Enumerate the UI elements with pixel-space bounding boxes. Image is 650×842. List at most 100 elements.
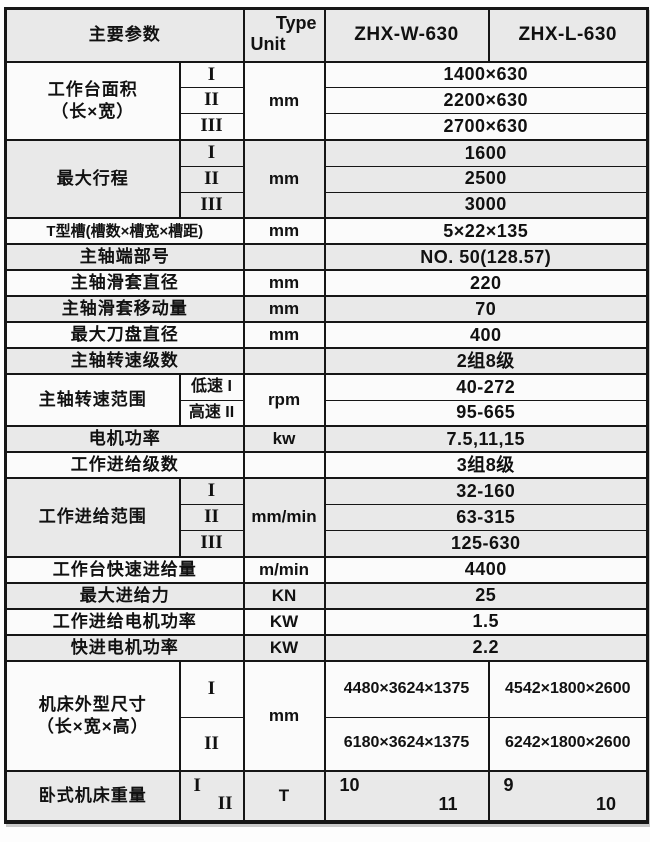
unit-cell bbox=[242, 243, 326, 271]
value-cell: 95-665 bbox=[323, 399, 649, 427]
speed-range-label-cell: 高速 II bbox=[178, 399, 245, 427]
value-cell: 2200×630 bbox=[323, 87, 649, 115]
param-label-cell: 主轴滑套直径 bbox=[4, 269, 245, 297]
param-label-cell: T型槽(槽数×槽宽×槽距) bbox=[4, 217, 245, 245]
param-label-cell: 工作进给电机功率 bbox=[4, 607, 245, 636]
param-label-cell: 机床外型尺寸 （长×宽×高） bbox=[4, 659, 181, 772]
param-label-line: （长×宽×高） bbox=[36, 716, 149, 736]
value-cell: 63-315 bbox=[323, 503, 649, 531]
param-label-cell: 主轴端部号 bbox=[4, 243, 245, 271]
unit-cell: rpm bbox=[242, 373, 326, 427]
param-label-cell: 工作台快速进给量 bbox=[4, 555, 245, 584]
param-label-cell: 最大进给力 bbox=[4, 581, 245, 610]
param-label-line: 主轴转速范围 bbox=[38, 390, 147, 410]
table-row-spindle-nose: 主轴端部号 NO. 50(128.57) bbox=[4, 243, 649, 271]
diagonal-bottom-value: Unit bbox=[250, 34, 286, 55]
value-cell: 40-272 bbox=[323, 373, 649, 401]
value-cell: 2500 bbox=[323, 165, 649, 193]
value-cell: 1.5 bbox=[323, 607, 649, 636]
table-row-max-feed-force: 最大进给力 KN 25 bbox=[4, 581, 649, 610]
unit-cell bbox=[242, 451, 326, 479]
param-label-cell: 卧式机床重量 bbox=[4, 769, 181, 823]
value-cell: 32-160 bbox=[323, 477, 649, 505]
value-cell: 5×22×135 bbox=[323, 217, 649, 245]
unit-cell: mm bbox=[242, 659, 326, 772]
value-cell: NO. 50(128.57) bbox=[323, 243, 649, 271]
value-cell: 2700×630 bbox=[323, 113, 649, 141]
diagonal-top-value: 10 bbox=[339, 774, 360, 795]
row-index-cell: III bbox=[178, 113, 245, 141]
unit-cell: mm bbox=[242, 269, 326, 297]
table-row-motor-power: 电机功率 kw 7.5,11,15 bbox=[4, 425, 649, 453]
param-label-cell: 工作进给范围 bbox=[4, 477, 181, 558]
diagonal-bottom-value: 10 bbox=[595, 794, 616, 815]
table-row-spindle-speed-steps: 主轴转速级数 2组8级 bbox=[4, 347, 649, 375]
param-label-cell: 最大行程 bbox=[4, 138, 181, 219]
row-index-cell: I bbox=[178, 60, 245, 89]
table-row: III 2700×630 bbox=[6, 113, 649, 141]
table-row-horizontal-machine-weight: 卧式机床重量 I II T 10 11 9 10 bbox=[4, 769, 649, 823]
table-row-sleeve-diameter: 主轴滑套直径 mm 220 bbox=[4, 269, 649, 297]
table-row: III 3000 bbox=[6, 191, 649, 219]
model-header-cell: ZHX-L-630 bbox=[487, 7, 649, 62]
value-cell: 2组8级 bbox=[323, 347, 649, 375]
param-label-cell: 主轴转速级数 bbox=[4, 347, 245, 375]
value-cell: 4480×3624×1375 bbox=[323, 659, 490, 719]
diagonal-bottom-value: II bbox=[217, 792, 233, 814]
value-cell: 3组8级 bbox=[323, 451, 649, 479]
unit-cell: mm bbox=[242, 60, 326, 141]
row-index-cell: II bbox=[178, 717, 245, 772]
param-label-cell: 快进电机功率 bbox=[4, 633, 245, 662]
spec-table: 主要参数 Type Unit ZHX-W-630 ZHX-L-630 工作台面积 （长×宽）… bbox=[4, 7, 649, 824]
spec-table-body: 主要参数 Type Unit ZHX-W-630 ZHX-L-630 工作台面积 （长×宽）… bbox=[4, 7, 649, 823]
table-row: II 2500 bbox=[6, 165, 649, 193]
param-label-cell: 工作进给级数 bbox=[4, 451, 245, 479]
table-row-max-cutter-diameter: 最大刀盘直径 mm 400 bbox=[4, 321, 649, 349]
unit-cell: mm bbox=[242, 138, 326, 219]
row-index-cell: III bbox=[178, 529, 245, 558]
table-row-feed-motor-power: 工作进给电机功率 KW 1.5 bbox=[4, 607, 649, 636]
type-unit-diagonal-cell: Type Unit bbox=[242, 7, 326, 62]
row-index-cell: I bbox=[178, 138, 245, 167]
table-row: 高速 II 95-665 bbox=[6, 399, 649, 427]
value-cell: 1600 bbox=[323, 138, 649, 167]
row-index-cell: II bbox=[178, 87, 245, 115]
unit-cell: mm/min bbox=[242, 477, 326, 558]
value-cell: 4542×1800×2600 bbox=[487, 659, 649, 719]
param-label-line: 最大行程 bbox=[56, 169, 129, 189]
value-cell: 1400×630 bbox=[323, 60, 649, 89]
diagonal-top-value: I bbox=[193, 774, 201, 796]
table-row: II 2200×630 bbox=[6, 87, 649, 115]
diagonal-split-cell: 9 10 bbox=[487, 769, 649, 823]
param-label-cell: 电机功率 bbox=[4, 425, 245, 453]
value-cell: 2.2 bbox=[323, 633, 649, 662]
unit-cell: KN bbox=[242, 581, 326, 610]
row-index-cell: I bbox=[178, 659, 245, 719]
param-label-line: 工作台面积 bbox=[47, 79, 138, 99]
unit-cell: m/min bbox=[242, 555, 326, 584]
value-cell: 7.5,11,15 bbox=[323, 425, 649, 453]
diagonal-split-cell: I II bbox=[178, 769, 245, 823]
value-cell: 6180×3624×1375 bbox=[323, 717, 490, 772]
table-row-feed-steps: 工作进给级数 3组8级 bbox=[4, 451, 649, 479]
row-index-cell: III bbox=[178, 191, 245, 219]
unit-cell: T bbox=[242, 769, 326, 823]
param-label-cell: 工作台面积 （长×宽） bbox=[4, 60, 181, 141]
diagonal-top-value: 9 bbox=[503, 774, 514, 795]
unit-cell: KW bbox=[242, 633, 326, 662]
value-cell: 400 bbox=[323, 321, 649, 349]
speed-range-label-cell: 低速 I bbox=[178, 373, 245, 401]
value-cell: 4400 bbox=[323, 555, 649, 584]
param-label-line: （长×宽） bbox=[51, 101, 135, 121]
table-row-sleeve-travel: 主轴滑套移动量 mm 70 bbox=[4, 295, 649, 323]
diagonal-bottom-value: 11 bbox=[438, 794, 458, 815]
param-label-cell: 最大刀盘直径 bbox=[4, 321, 245, 349]
row-index-cell: I bbox=[178, 477, 245, 505]
value-cell: 3000 bbox=[323, 191, 649, 219]
diagonal-top-value: Type bbox=[275, 13, 317, 33]
